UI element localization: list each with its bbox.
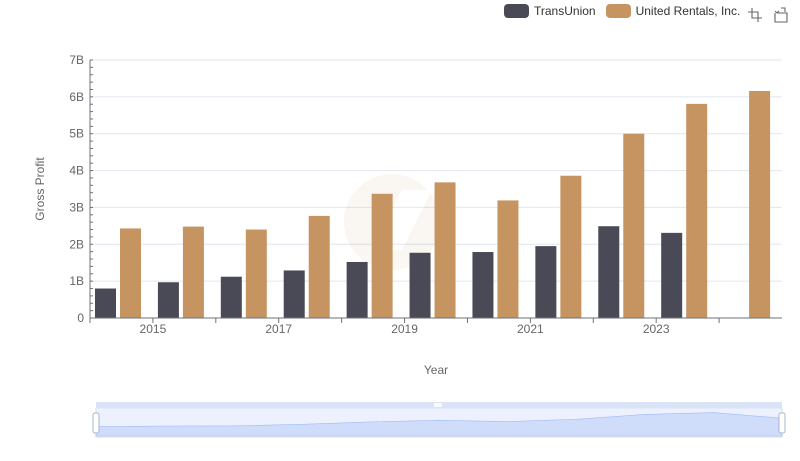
- bar-transunion-2014[interactable]: [95, 288, 116, 318]
- bar-united-rentals-inc-2024[interactable]: [749, 90, 771, 319]
- bar-transunion-2018[interactable]: [346, 261, 368, 318]
- bar-united-rentals-inc-2019[interactable]: [434, 182, 456, 318]
- y-tick-label: 1B: [69, 274, 84, 288]
- bar-transunion-2017[interactable]: [283, 270, 305, 318]
- bar-united-rentals-inc-2016[interactable]: [245, 229, 267, 318]
- bar-united-rentals-inc-2014[interactable]: [120, 228, 141, 318]
- data-zoom-slider[interactable]: [92, 402, 786, 438]
- bar-transunion-2020[interactable]: [472, 252, 494, 318]
- legend-item-transunion[interactable]: TransUnion: [504, 4, 596, 18]
- y-axis-label: Gross Profit: [33, 157, 47, 221]
- x-axis-label: Year: [424, 363, 448, 377]
- bar-transunion-2016[interactable]: [220, 276, 242, 318]
- bar-united-rentals-inc-2017[interactable]: [308, 215, 330, 318]
- legend-swatch-united-rentals: [605, 4, 631, 18]
- zoom-handle-right[interactable]: [778, 412, 786, 434]
- bar-united-rentals-inc-2020[interactable]: [497, 200, 519, 318]
- bar-united-rentals-inc-2018[interactable]: [371, 193, 393, 318]
- legend-item-united-rentals[interactable]: United Rentals, Inc.: [605, 4, 741, 18]
- x-axis: 2015 2017 2019 2021 2023: [89, 317, 782, 336]
- y-axis: 0 1B 2B 3B 4B 5B 6B 7B: [69, 53, 93, 325]
- x-tick-label: 2023: [643, 322, 670, 336]
- x-tick-label: 2015: [140, 322, 167, 336]
- bar-transunion-2019[interactable]: [409, 252, 431, 318]
- toolbox: [747, 7, 789, 23]
- y-tick-label: 6B: [69, 90, 84, 104]
- y-tick-label: 0: [77, 311, 84, 325]
- legend-swatch-transunion: [504, 4, 529, 18]
- zoom-icon[interactable]: [747, 7, 763, 23]
- legend-label-united-rentals: United Rentals, Inc.: [635, 4, 741, 18]
- y-tick-label: 5B: [69, 127, 84, 141]
- bar-united-rentals-inc-2015[interactable]: [182, 226, 204, 318]
- y-tick-label: 2B: [69, 237, 84, 251]
- zoom-reset-icon[interactable]: [773, 7, 789, 23]
- bar-transunion-2021[interactable]: [535, 246, 557, 318]
- bar-series: [95, 90, 771, 319]
- bar-united-rentals-inc-2022[interactable]: [623, 133, 645, 318]
- x-tick-label: 2017: [265, 322, 292, 336]
- y-tick-label: 4B: [69, 164, 84, 178]
- zoom-preview-area: [95, 412, 783, 437]
- bar-transunion-2022[interactable]: [598, 226, 620, 318]
- bar-transunion-2023[interactable]: [661, 232, 683, 318]
- bar-united-rentals-inc-2021[interactable]: [560, 175, 582, 318]
- legend-label-transunion: TransUnion: [534, 4, 596, 18]
- bar-united-rentals-inc-2023[interactable]: [686, 103, 708, 318]
- bar-transunion-2015[interactable]: [157, 282, 179, 318]
- legend: TransUnion United Rentals, Inc.: [504, 4, 740, 18]
- x-tick-label: 2019: [391, 322, 418, 336]
- x-tick-label: 2021: [517, 322, 544, 336]
- zoom-handle-left[interactable]: [92, 412, 100, 434]
- y-tick-label: 7B: [69, 53, 84, 67]
- y-tick-label: 3B: [69, 200, 84, 214]
